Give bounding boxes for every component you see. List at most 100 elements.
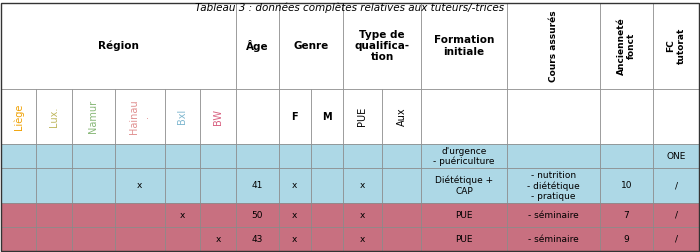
Text: /: / (675, 181, 678, 190)
Bar (236, 3, 279, 89)
Bar (382, 144, 421, 169)
Bar (507, 89, 599, 144)
Bar (200, 89, 236, 144)
Bar (236, 203, 279, 227)
Bar (200, 227, 236, 251)
Bar (164, 169, 200, 203)
Bar (236, 169, 279, 203)
Bar (507, 3, 599, 89)
Text: 10: 10 (620, 181, 632, 190)
Text: x: x (360, 235, 365, 244)
Bar (72, 169, 115, 203)
Bar (421, 89, 507, 144)
Bar (164, 203, 200, 227)
Text: x: x (292, 235, 298, 244)
Text: PUE: PUE (455, 211, 472, 219)
Bar (421, 227, 507, 251)
Bar (599, 227, 653, 251)
Text: d'urgence
- puériculture: d'urgence - puériculture (433, 147, 495, 166)
Text: Type de
qualifica-
tion: Type de qualifica- tion (354, 30, 409, 62)
Bar (311, 89, 343, 144)
Bar (200, 144, 236, 169)
Bar (421, 203, 507, 227)
Bar (343, 169, 382, 203)
Text: 43: 43 (251, 235, 263, 244)
Bar (599, 203, 653, 227)
Text: Aux: Aux (397, 107, 407, 126)
Bar (382, 169, 421, 203)
Text: Région: Région (98, 41, 139, 51)
Bar (343, 144, 382, 169)
Bar (507, 169, 599, 203)
Text: Liège: Liège (13, 104, 24, 130)
Text: x: x (360, 181, 365, 190)
Text: Hainau
.: Hainau . (129, 99, 150, 134)
Text: 9: 9 (624, 235, 629, 244)
Text: F: F (291, 112, 298, 122)
Bar (279, 3, 343, 89)
Bar (1, 169, 36, 203)
Text: x: x (360, 211, 365, 219)
Bar (653, 144, 699, 169)
Bar (653, 169, 699, 203)
Bar (115, 144, 164, 169)
Text: Âge: Âge (246, 40, 269, 52)
Bar (421, 169, 507, 203)
Bar (653, 89, 699, 144)
Text: Diététique +
CAP: Diététique + CAP (435, 176, 493, 196)
Bar (279, 203, 311, 227)
Text: 50: 50 (251, 211, 263, 219)
Bar (599, 3, 653, 89)
Bar (599, 89, 653, 144)
Bar (72, 203, 115, 227)
Bar (36, 203, 72, 227)
Bar (279, 89, 311, 144)
Text: PUE: PUE (358, 107, 368, 126)
Bar (382, 227, 421, 251)
Bar (164, 227, 200, 251)
Bar (36, 169, 72, 203)
Text: Genre: Genre (293, 41, 328, 51)
Bar (279, 169, 311, 203)
Bar (200, 203, 236, 227)
Bar (311, 169, 343, 203)
Text: M: M (322, 112, 332, 122)
Bar (343, 3, 421, 89)
Bar (507, 227, 599, 251)
Bar (164, 89, 200, 144)
Bar (1, 203, 36, 227)
Bar (311, 144, 343, 169)
Text: Cours assurés: Cours assurés (549, 10, 558, 82)
Bar (36, 144, 72, 169)
Text: x: x (180, 211, 186, 219)
Bar (115, 227, 164, 251)
Bar (599, 169, 653, 203)
Text: Ancienneté
fonct: Ancienneté fonct (617, 17, 636, 75)
Text: /: / (675, 211, 678, 219)
Text: BW: BW (213, 109, 223, 125)
Text: 7: 7 (624, 211, 629, 219)
Bar (164, 144, 200, 169)
Text: 41: 41 (251, 181, 263, 190)
Bar (599, 144, 653, 169)
Text: /: / (675, 235, 678, 244)
Bar (236, 89, 279, 144)
Text: x: x (137, 181, 142, 190)
Bar (311, 203, 343, 227)
Bar (36, 227, 72, 251)
Text: Tableau 3 : données complètes relatives aux tuteurs/-trices: Tableau 3 : données complètes relatives … (195, 3, 505, 13)
Text: x: x (292, 181, 298, 190)
Text: - séminaire: - séminaire (528, 235, 578, 244)
Bar (279, 227, 311, 251)
Text: PUE: PUE (455, 235, 472, 244)
Bar (36, 89, 72, 144)
Text: Namur: Namur (88, 100, 99, 133)
Text: FC
tutorat: FC tutorat (666, 28, 686, 64)
Bar (1, 3, 236, 89)
Bar (653, 3, 699, 89)
Bar (115, 203, 164, 227)
Bar (1, 227, 36, 251)
Bar (311, 227, 343, 251)
Bar (421, 144, 507, 169)
Text: x: x (216, 235, 220, 244)
